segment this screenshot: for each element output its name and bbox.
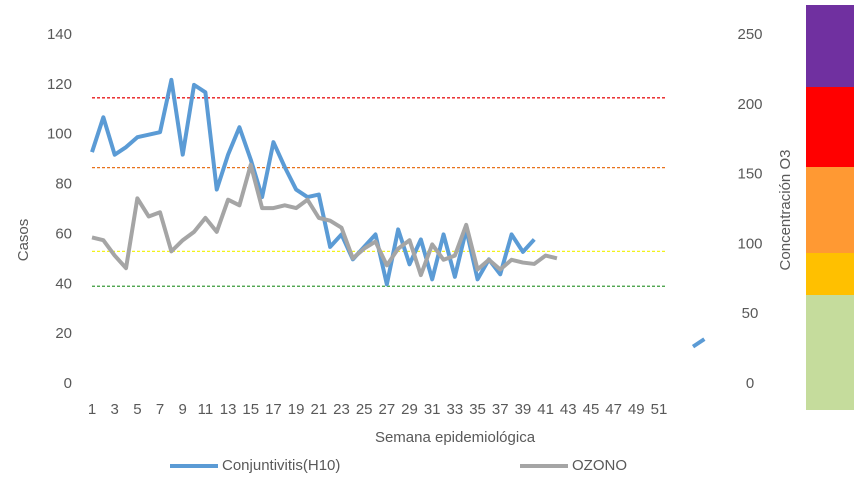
x-tick-label: 7 xyxy=(156,401,164,418)
y-tick-label: 140 xyxy=(47,26,72,43)
y2-tick-label: 0 xyxy=(746,375,754,392)
x-tick-label: 11 xyxy=(198,401,214,418)
x-tick-label: 5 xyxy=(133,401,141,418)
x-tick-label: 3 xyxy=(111,401,119,418)
x-tick-label: 1 xyxy=(88,401,96,418)
x-tick-label: 17 xyxy=(265,401,282,418)
legend-label: Conjuntivitis(H10) xyxy=(222,457,340,474)
x-tick-label: 43 xyxy=(560,401,577,418)
x-tick-label: 15 xyxy=(242,401,259,418)
x-tick-label: 29 xyxy=(401,401,418,418)
series-line xyxy=(91,162,558,278)
scale-band xyxy=(806,5,854,87)
scale-band xyxy=(806,167,854,253)
x-tick-label: 49 xyxy=(628,401,645,418)
x-tick-label: 33 xyxy=(447,401,464,418)
y2-tick-label: 250 xyxy=(737,26,762,43)
scale-band xyxy=(806,295,854,410)
scale-band xyxy=(806,87,854,167)
y-tick-label: 20 xyxy=(55,325,72,342)
y-tick-label: 0 xyxy=(64,375,72,392)
x-tick-label: 25 xyxy=(356,401,373,418)
y-axis-title: Casos xyxy=(15,219,32,262)
y-tick-label: 100 xyxy=(47,126,72,143)
x-tick-label: 13 xyxy=(220,401,237,418)
y2-tick-label: 100 xyxy=(737,235,762,252)
x-tick-label: 9 xyxy=(179,401,187,418)
y-tick-label: 40 xyxy=(55,275,72,292)
x-tick-label: 41 xyxy=(537,401,554,418)
y-tick-label: 120 xyxy=(47,76,72,93)
x-tick-label: 31 xyxy=(424,401,441,418)
x-tick-label: 47 xyxy=(605,401,622,418)
x-tick-label: 51 xyxy=(651,401,668,418)
y2-tick-label: 200 xyxy=(737,96,762,113)
y-tick-label: 60 xyxy=(55,225,72,242)
scale-band xyxy=(806,253,854,295)
series-line xyxy=(90,77,706,349)
x-tick-label: 27 xyxy=(378,401,395,418)
x-tick-label: 45 xyxy=(583,401,600,418)
y2-tick-label: 150 xyxy=(737,166,762,183)
y2-tick-label: 50 xyxy=(742,305,759,322)
legend-label: OZONO xyxy=(572,457,627,474)
x-tick-label: 35 xyxy=(469,401,486,418)
x-axis-title: Semana epidemiológica xyxy=(375,429,536,446)
y2-axis-title: Concentración O3 xyxy=(777,150,794,271)
x-tick-label: 37 xyxy=(492,401,509,418)
x-tick-label: 19 xyxy=(288,401,305,418)
y-tick-label: 80 xyxy=(55,176,72,193)
x-tick-label: 39 xyxy=(515,401,532,418)
x-tick-label: 21 xyxy=(310,401,327,418)
x-tick-label: 23 xyxy=(333,401,350,418)
